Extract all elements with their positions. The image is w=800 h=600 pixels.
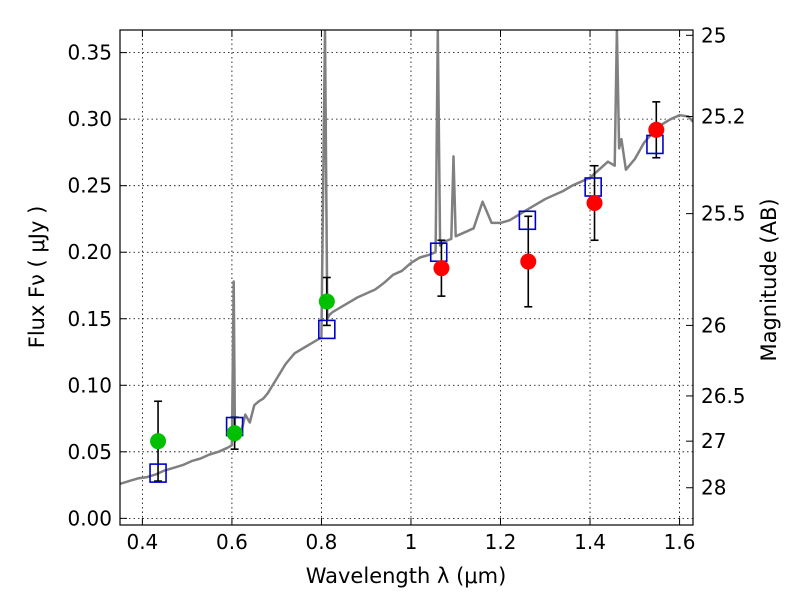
y-tick-label: 0.25: [67, 174, 112, 198]
plot-area: [120, 30, 693, 525]
y-tick-label: 0.00: [67, 506, 112, 530]
green-data-point: [318, 293, 335, 310]
x-tick-label: 1: [405, 530, 418, 554]
y-tick-label: 0.10: [67, 373, 112, 397]
green-data-point: [150, 433, 167, 450]
y-tick-label: 0.35: [67, 41, 112, 65]
model-photometry-square: [318, 319, 336, 340]
y2-tick-label: 26.5: [701, 384, 746, 408]
x-tick-label: 0.4: [126, 530, 158, 554]
x-tick-label: 1.2: [485, 530, 517, 554]
data-layer: [120, 30, 693, 485]
y2-tick-label: 27: [701, 429, 726, 453]
x-tick-label: 0.6: [216, 530, 248, 554]
y2-tick-label: 25.2: [701, 104, 746, 128]
plot-frame: [119, 29, 694, 526]
sed-model-line: [120, 30, 693, 485]
y2-tick-label: 25: [701, 23, 726, 47]
y-tick-label: 0.15: [67, 307, 112, 331]
red-data-point: [648, 121, 665, 138]
y2-tick-label: 28: [701, 476, 726, 500]
ticks: 0.4 0.6 0.8 1 1.2 1.4 1.6 0.00 0.05 0.10 0.15 0.20 0…: [67, 23, 745, 554]
red-data-point: [433, 260, 450, 277]
y2-tick-label: 26: [701, 313, 726, 337]
x-tick-label: 0.8: [306, 530, 338, 554]
y-tick-label: 0.30: [67, 107, 112, 131]
model-photometry-square: [149, 463, 167, 483]
y2-axis-title: Magnitude (AB): [757, 198, 781, 361]
x-axis-title: Wavelength λ (μm): [306, 564, 507, 588]
y2-tick-label: 25.5: [701, 202, 746, 226]
green-data-point: [226, 425, 243, 442]
y-axis-title: Flux Fν ( μJy ): [25, 206, 49, 349]
y-tick-label: 0.05: [67, 440, 112, 464]
red-data-point: [586, 194, 603, 211]
y-tick-label: 0.20: [67, 240, 112, 264]
x-tick-label: 1.6: [664, 530, 696, 554]
x-tick-label: 1.4: [574, 530, 606, 554]
red-data-point: [520, 253, 537, 270]
markers: [149, 121, 665, 483]
model-photometry-square: [518, 210, 537, 231]
